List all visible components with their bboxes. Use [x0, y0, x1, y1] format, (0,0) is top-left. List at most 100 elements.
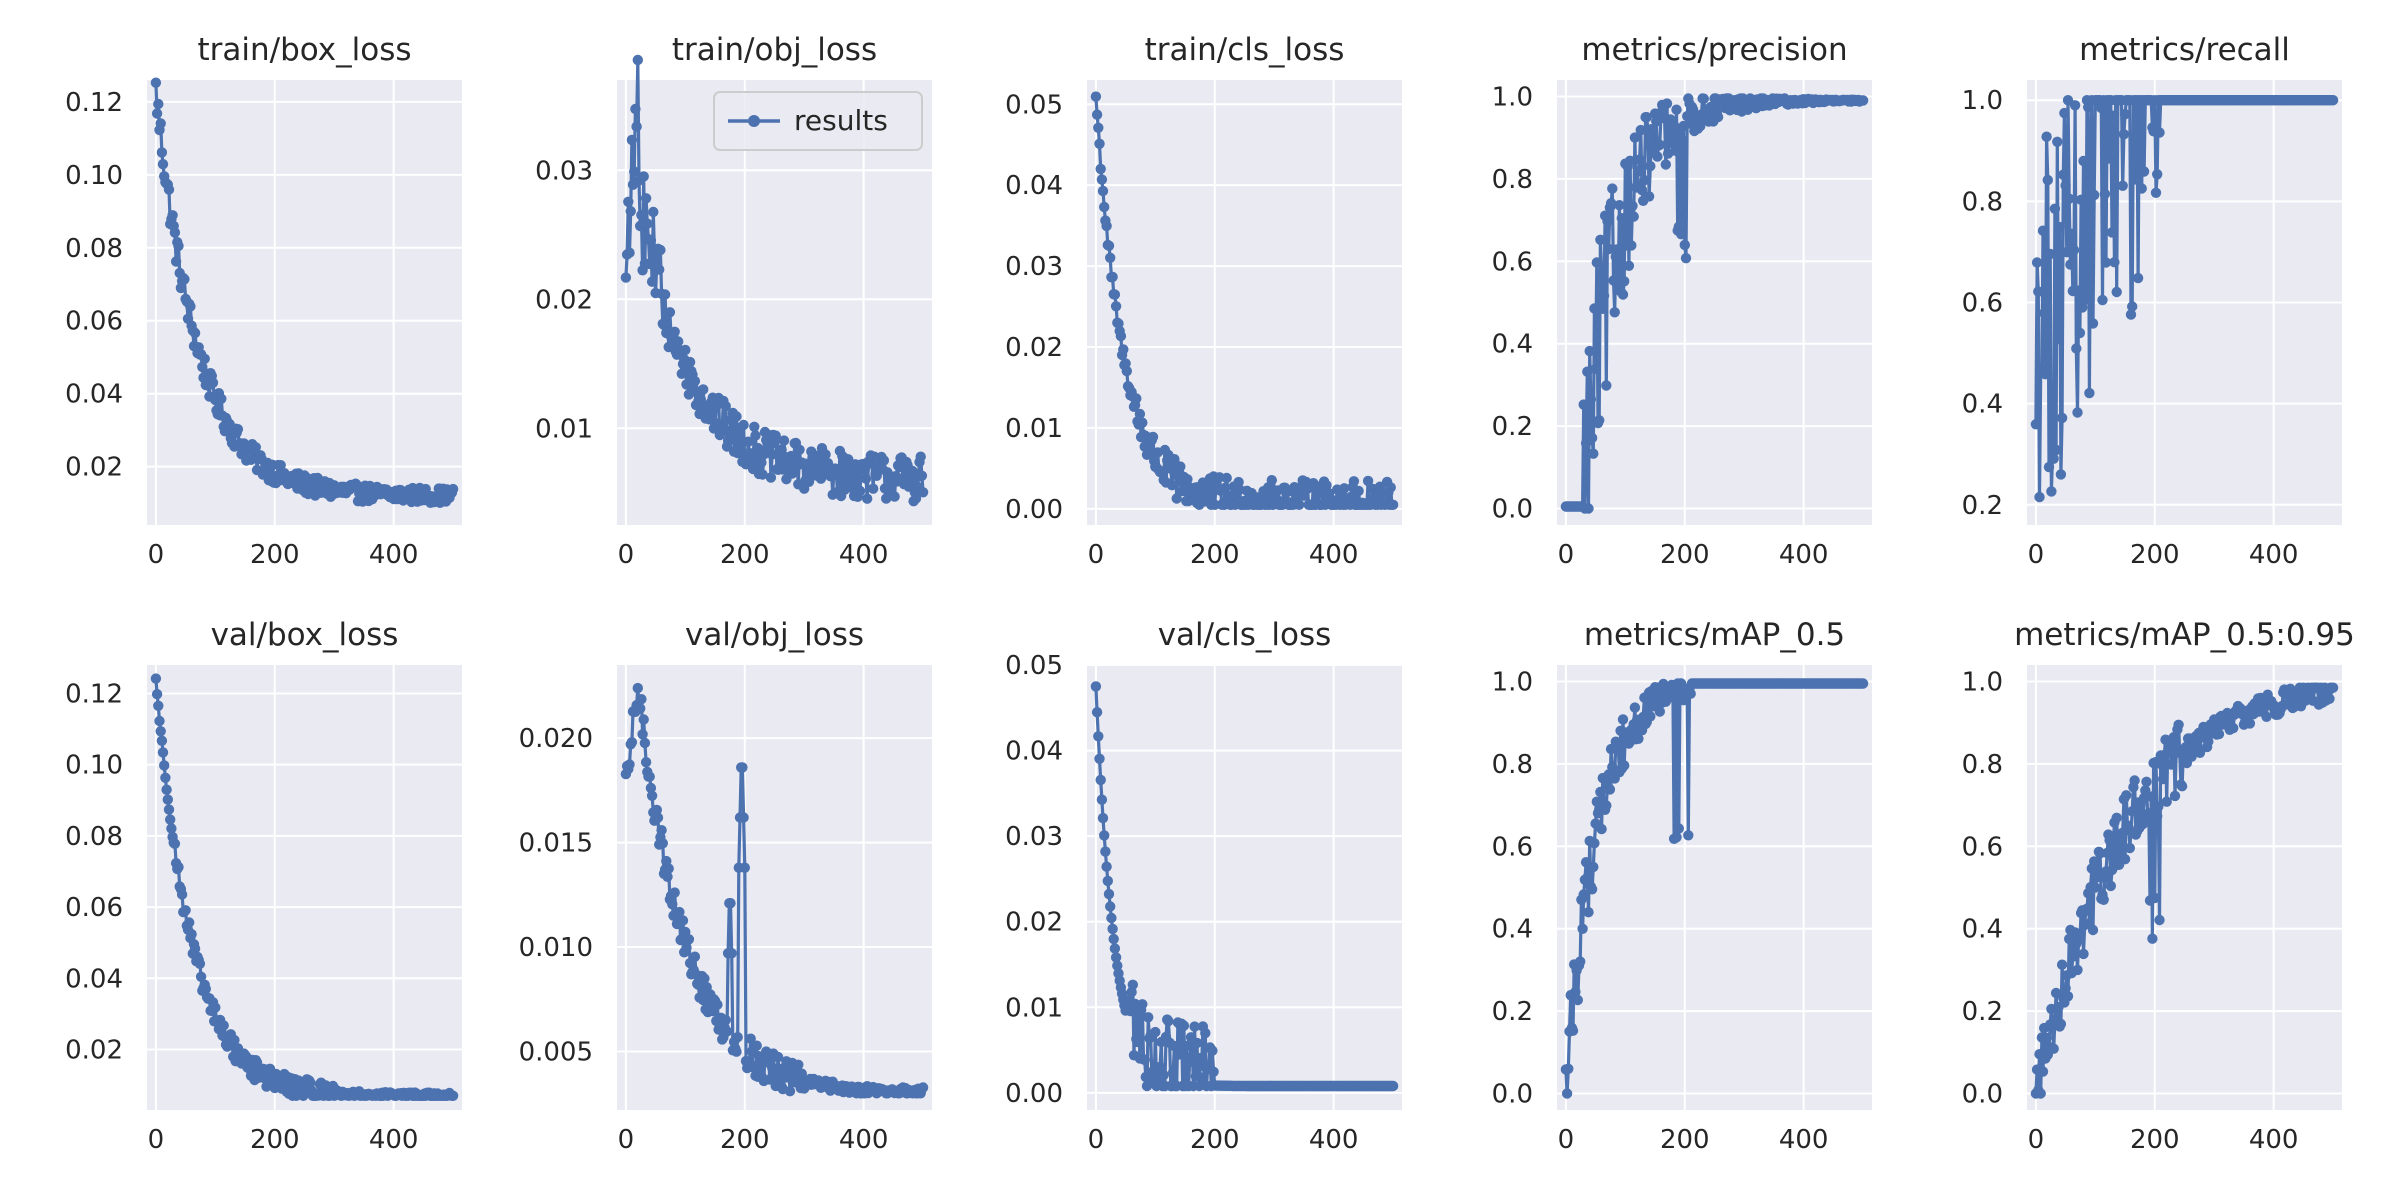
data-point: [2152, 810, 2163, 822]
data-point: [1182, 474, 1193, 485]
data-point: [179, 274, 190, 285]
data-point: [1626, 240, 1637, 251]
data-point: [2108, 843, 2119, 854]
data-point: [1175, 461, 1186, 472]
data-point: [2041, 1032, 2052, 1044]
data-point: [1595, 234, 1606, 245]
data-point: [1584, 345, 1595, 357]
data-point: [803, 476, 815, 487]
data-point: [2103, 153, 2114, 164]
data-point: [756, 457, 767, 468]
data-point: [658, 319, 670, 331]
data-point: [2161, 796, 2172, 807]
panel-7: val/cls_loss 0 200 400 0.00 0.01 0.02 0.03 0.04 0…: [1005, 617, 1402, 1155]
data-point: [2068, 244, 2080, 256]
data-point: [2104, 835, 2115, 846]
data-point: [163, 184, 175, 195]
y-tick-label: 0.03: [535, 156, 593, 186]
data-point: [2081, 903, 2093, 914]
data-point: [1139, 1054, 1150, 1066]
data-point: [2119, 854, 2131, 865]
data-point: [910, 493, 922, 504]
data-point: [157, 747, 169, 758]
data-point: [1105, 901, 1116, 912]
panel-title: metrics/mAP_0.5: [1584, 617, 1845, 653]
data-point: [2066, 228, 2077, 239]
data-point: [2046, 486, 2057, 497]
data-point: [1091, 109, 1103, 120]
x-tick-label: 0: [148, 1125, 165, 1155]
data-point: [1108, 933, 1119, 945]
data-point: [1147, 431, 1159, 443]
data-point: [2132, 272, 2144, 284]
data-point: [2125, 309, 2137, 320]
y-tick-label: 1.0: [1492, 82, 1533, 112]
y-tick-label: 0.12: [65, 88, 123, 118]
y-tick-label: 0.12: [65, 679, 123, 709]
y-tick-label: 1.0: [1962, 667, 2003, 697]
data-point: [2052, 136, 2063, 147]
data-point: [1670, 145, 1681, 156]
data-point: [2146, 791, 2157, 802]
x-tick-label: 400: [1309, 1125, 1359, 1155]
data-point: [1673, 823, 1685, 834]
data-point: [652, 812, 664, 823]
data-point: [1591, 257, 1603, 268]
data-point: [689, 375, 701, 387]
data-point: [2072, 964, 2083, 976]
data-point: [689, 951, 701, 962]
y-tick-label: 0.02: [1005, 333, 1063, 363]
data-point: [738, 419, 749, 431]
data-point: [1096, 174, 1108, 185]
data-point: [2060, 983, 2071, 994]
data-point: [232, 424, 244, 435]
x-tick-label: 200: [2130, 1125, 2180, 1155]
y-tick-label: 0.2: [1492, 997, 1533, 1027]
data-point: [637, 729, 648, 740]
y-tick-label: 0.02: [65, 453, 123, 483]
data-point: [1633, 733, 1644, 744]
data-point: [1094, 753, 1105, 764]
data-point: [151, 108, 163, 119]
x-tick-label: 400: [1309, 540, 1359, 570]
data-point: [1575, 956, 1586, 967]
data-point: [2150, 187, 2162, 198]
data-point: [1639, 175, 1650, 186]
data-point: [2109, 257, 2120, 268]
data-point: [1624, 155, 1636, 166]
data-point: [2058, 169, 2069, 180]
x-tick-label: 0: [618, 540, 635, 570]
data-point: [186, 929, 197, 940]
data-point: [1093, 731, 1104, 742]
data-point: [868, 483, 879, 494]
data-point: [150, 673, 162, 684]
y-tick-label: 0.6: [1492, 247, 1533, 277]
data-point: [654, 264, 665, 275]
data-point: [2143, 808, 2154, 819]
x-tick-label: 0: [1088, 540, 1105, 570]
data-point: [889, 491, 900, 502]
data-point: [2097, 294, 2108, 306]
data-point: [1346, 491, 1357, 502]
data-point: [1594, 415, 1605, 426]
data-point: [915, 451, 926, 462]
y-tick-label: 0.8: [1492, 750, 1533, 780]
data-point: [2129, 174, 2140, 185]
data-point: [1362, 475, 1374, 487]
panel-8: metrics/mAP_0.5 0 200 400 0.0 0.2 0.4 0.6 0.8 1.0: [1492, 617, 1872, 1155]
data-point: [2048, 453, 2059, 464]
panel-4: metrics/recall 0 200 400 0.2 0.4 0.6 0.8 1.0: [1962, 32, 2342, 570]
data-point: [2089, 856, 2100, 867]
data-point: [2055, 1018, 2067, 1030]
legend-label: results: [794, 104, 888, 137]
x-tick-label: 200: [1190, 540, 1240, 570]
data-point: [185, 301, 196, 312]
x-tick-label: 400: [839, 540, 889, 570]
panel-title: metrics/mAP_0.5:0.95: [2014, 617, 2355, 653]
data-point: [1570, 986, 1581, 998]
data-point: [1090, 91, 1102, 102]
legend-box: [713, 91, 923, 151]
data-point: [2033, 286, 2044, 297]
data-point: [1109, 289, 1121, 300]
